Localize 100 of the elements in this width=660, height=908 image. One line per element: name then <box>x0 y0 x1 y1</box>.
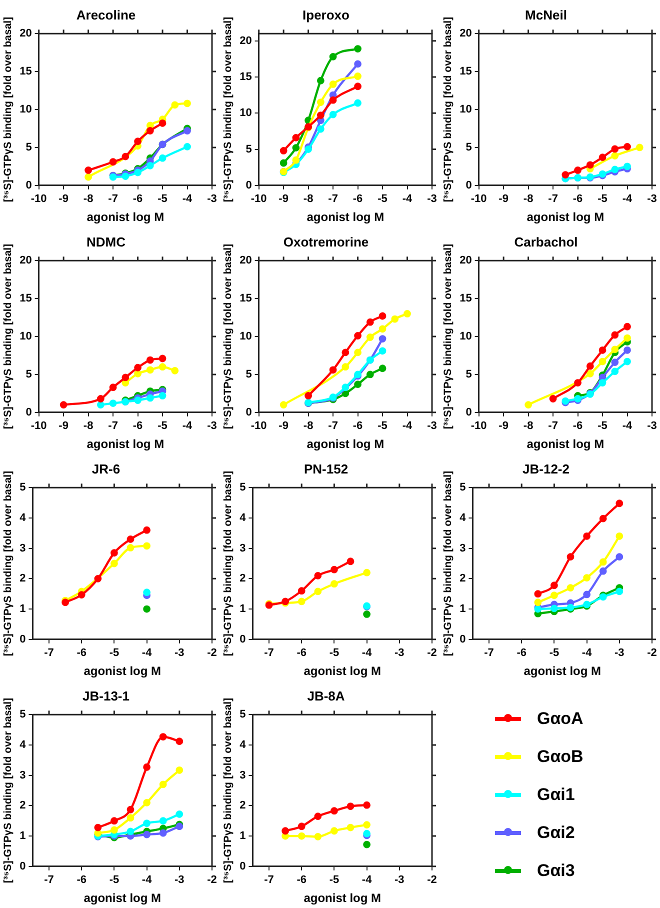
x-axis-title: agonist log M <box>304 891 382 906</box>
x-tick-label: -3 <box>174 647 184 660</box>
x-tick-label: -8 <box>303 193 314 206</box>
y-tick-label: 10 <box>20 330 32 343</box>
x-tick-label: -4 <box>142 647 153 660</box>
x-axis-title: agonist log M <box>86 210 164 224</box>
x-tick-label: -9 <box>498 193 508 206</box>
x-tick-label: -7 <box>548 193 558 206</box>
x-axis-title: agonist log M <box>84 891 162 906</box>
y-tick-label: 2 <box>20 572 26 585</box>
y-tick-label: 15 <box>460 66 472 78</box>
y-tick-label: 0 <box>20 633 26 646</box>
chart-title: Carbachol <box>514 234 578 250</box>
x-tick-label: -4 <box>582 647 593 660</box>
x-axis-title: agonist log M <box>84 664 162 678</box>
y-tick-label: 20 <box>20 28 32 40</box>
y-tick-label: 20 <box>20 254 32 267</box>
y-tick-label: 15 <box>460 292 472 305</box>
legend-label: Gαi2 <box>537 822 575 842</box>
y-tick-label: 0 <box>240 860 246 872</box>
y-tick-label: 1 <box>20 830 26 842</box>
x-axis-title: agonist log M <box>306 210 384 224</box>
x-tick-label: -3 <box>207 420 217 432</box>
x-tick-label: -5 <box>109 874 120 886</box>
y-tick-label: 3 <box>240 769 246 782</box>
x-tick-label: -7 <box>108 420 118 432</box>
x-tick-label: -4 <box>402 193 414 206</box>
chart-title: NDMC <box>86 234 126 250</box>
x-tick-label: -5 <box>598 420 608 432</box>
y-tick-label: 0 <box>26 406 32 418</box>
y-tick-label: 3 <box>240 542 246 554</box>
x-tick-label: -8 <box>523 193 534 206</box>
y-axis-title: [³⁵S]-GTPγS binding [fold over basal] <box>222 698 234 884</box>
x-tick-label: -3 <box>207 193 217 206</box>
x-tick-label: -5 <box>598 193 608 206</box>
x-tick-label: -6 <box>132 420 143 432</box>
y-tick-label: 4 <box>240 512 247 524</box>
x-tick-label: -9 <box>278 193 288 206</box>
y-tick-label: 4 <box>20 738 27 751</box>
y-axis-title: [³⁵S]-GTPγS binding [fold over basal] <box>442 16 454 202</box>
chart-title: PN-152 <box>304 461 348 476</box>
x-tick-label: -5 <box>378 193 388 206</box>
y-tick-label: 10 <box>240 107 252 120</box>
x-tick-label: -4 <box>182 420 194 432</box>
legend-label: GαoA <box>537 708 584 728</box>
y-tick-label: 2 <box>240 800 246 812</box>
chart-title: Iperoxo <box>302 7 350 22</box>
x-tick-label: -6 <box>296 647 307 660</box>
y-tick-label: 3 <box>460 542 466 554</box>
x-tick-label: -7 <box>328 420 338 432</box>
x-tick-label: -5 <box>549 647 560 660</box>
y-tick-label: 1 <box>240 830 246 842</box>
legend-label: Gαi3 <box>537 860 575 880</box>
x-tick-label: -4 <box>622 193 634 206</box>
y-tick-label: 5 <box>240 482 246 494</box>
y-tick-label: 10 <box>460 330 472 343</box>
x-tick-label: -7 <box>264 874 274 886</box>
chart-title: JB-8A <box>307 688 346 704</box>
x-tick-label: -6 <box>76 874 87 886</box>
x-tick-label: -10 <box>250 193 267 206</box>
y-tick-label: 15 <box>240 71 252 84</box>
y-tick-label: 4 <box>20 512 27 524</box>
x-tick-label: -6 <box>572 193 583 206</box>
y-tick-label: 0 <box>460 633 466 646</box>
x-tick-label: -2 <box>427 874 437 886</box>
y-tick-label: 20 <box>460 254 472 267</box>
x-tick-label: -9 <box>278 420 288 432</box>
chart-title: JB-13-1 <box>82 688 130 704</box>
x-tick-label: -5 <box>109 647 120 660</box>
x-tick-label: -9 <box>498 420 508 432</box>
chart-title: McNeil <box>525 7 567 22</box>
x-tick-label: -2 <box>427 647 437 660</box>
x-tick-label: -3 <box>647 193 657 206</box>
x-tick-label: -8 <box>83 193 94 206</box>
x-axis-title: agonist log M <box>526 437 604 452</box>
x-tick-label: -2 <box>207 874 217 886</box>
x-tick-label: -10 <box>30 420 47 432</box>
y-tick-label: 5 <box>460 482 466 494</box>
y-tick-label: 3 <box>20 542 26 554</box>
x-tick-label: -3 <box>174 874 184 886</box>
y-axis-title: [³⁵S]-GTPγS binding [fold over basal] <box>2 244 14 430</box>
y-tick-label: 0 <box>466 406 472 418</box>
y-tick-label: 10 <box>240 330 252 343</box>
x-tick-label: -7 <box>108 193 118 206</box>
y-tick-label: 15 <box>240 292 252 305</box>
y-tick-label: 0 <box>466 179 472 192</box>
y-tick-label: 5 <box>466 368 472 380</box>
y-axis-title: [³⁵S]-GTPγS binding [fold over basal] <box>442 470 454 656</box>
y-tick-label: 15 <box>20 292 32 305</box>
x-tick-label: -3 <box>614 647 624 660</box>
x-tick-label: -7 <box>484 647 494 660</box>
chart-title: JR-6 <box>92 461 120 476</box>
chart-title: Oxotremorine <box>283 234 369 250</box>
y-tick-label: 20 <box>240 34 252 47</box>
x-tick-label: -6 <box>572 420 583 432</box>
x-axis-title: agonist log M <box>526 210 604 224</box>
x-tick-label: -3 <box>427 193 437 206</box>
x-tick-label: -5 <box>378 420 388 432</box>
y-axis-title: [³⁵S]-GTPγS binding [fold over basal] <box>2 470 14 656</box>
x-tick-label: -4 <box>182 193 194 206</box>
